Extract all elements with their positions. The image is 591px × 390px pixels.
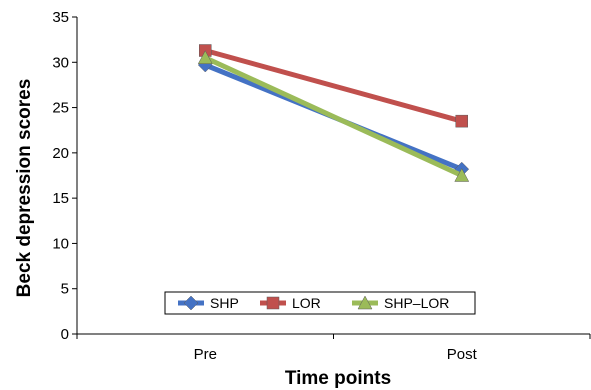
legend-marker-shp	[183, 295, 199, 311]
axes	[76, 17, 590, 335]
series-shp-lor	[197, 50, 470, 182]
legend-marker-lor	[266, 296, 280, 310]
y-tick-label: 20	[52, 145, 69, 162]
data-point-lor	[455, 114, 468, 128]
series-layer	[197, 44, 470, 182]
x-tick-label: Pre	[194, 346, 217, 363]
y-axis-ticks: 0 5 10 15 20 25 30 35	[52, 9, 77, 343]
series-lor	[199, 44, 468, 128]
legend-box	[164, 291, 476, 315]
legend-label-shp-lor: SHP–LOR	[384, 295, 449, 311]
series-line-lor	[202, 48, 465, 124]
x-axis-title: Time points	[285, 368, 391, 389]
legend: SHP LOR SHP–LOR	[164, 291, 476, 315]
legend-label-shp: SHP	[210, 295, 239, 311]
x-tick-label: Post	[447, 346, 478, 363]
y-tick-label: 15	[52, 190, 69, 207]
y-tick-label: 25	[52, 100, 69, 117]
legend-label-lor: LOR	[292, 295, 321, 311]
data-point-shp-lor	[197, 50, 213, 65]
data-point-shp-lor	[454, 167, 470, 182]
series-line-shp-lor	[202, 55, 465, 178]
x-axis-ticks: Pre Post	[76, 334, 591, 363]
y-tick-label: 0	[61, 326, 69, 343]
y-tick-label: 10	[52, 235, 69, 252]
y-axis-title: Beck depression scores	[14, 79, 35, 298]
y-tick-label: 35	[52, 9, 69, 26]
y-tick-label: 5	[61, 281, 69, 298]
legend-marker-shp-lor	[357, 295, 373, 310]
y-tick-label: 30	[52, 54, 69, 71]
